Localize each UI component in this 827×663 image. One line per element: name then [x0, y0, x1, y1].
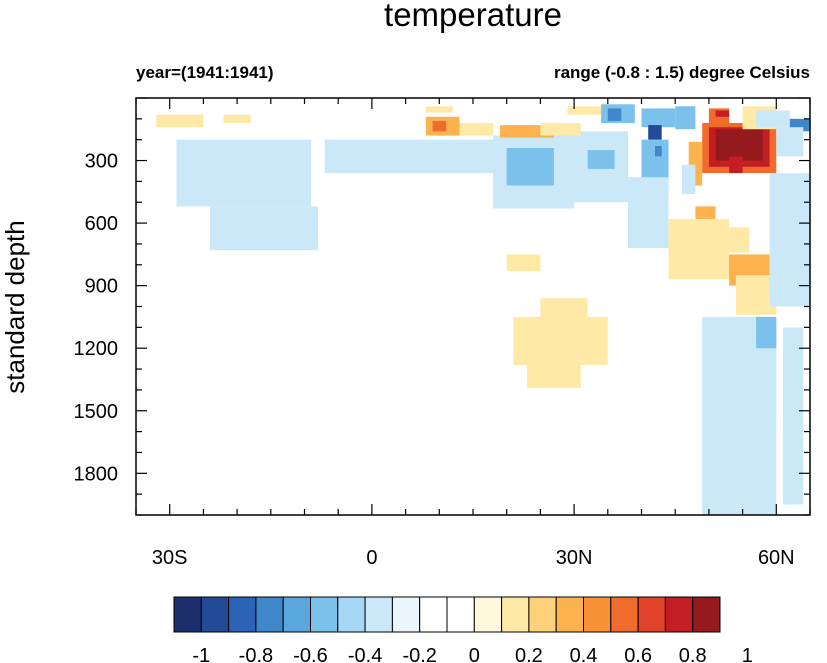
y-tick-label: 300 [85, 151, 118, 173]
heatmap-cell [540, 123, 581, 136]
colorbar-swatch [391, 596, 421, 633]
heatmap-cell [756, 316, 777, 349]
heatmap-cell [715, 110, 730, 117]
heatmap-cell [735, 275, 777, 315]
colorbar-swatch [528, 596, 557, 633]
heatmap-cell [156, 114, 204, 128]
colorbar-swatch [692, 596, 721, 633]
heatmap-cell [567, 106, 622, 115]
heatmap-cell [540, 298, 588, 317]
colorbar-swatch [610, 596, 639, 633]
heatmap-cell [506, 148, 554, 186]
x-tick-label: 0 [366, 547, 377, 569]
chart-title: temperature [384, 0, 562, 33]
colorbar-swatch [173, 596, 202, 633]
heatmap-cell [526, 364, 581, 388]
heatmap-cell [776, 127, 804, 157]
heatmap-cell [675, 106, 696, 130]
y-tick-label: 1500 [74, 401, 119, 423]
heatmap-cell [628, 177, 669, 249]
heatmap-cell [648, 125, 662, 140]
heatmap-cell [432, 120, 447, 132]
colorbar-swatch [282, 596, 312, 633]
heatmap-cell [769, 173, 810, 307]
heatmap-cell [210, 206, 318, 251]
heatmap-cell [756, 110, 790, 128]
colorbar-label: -0.2 [402, 645, 436, 663]
colorbar-swatch [583, 596, 612, 633]
heatmap-cell [668, 218, 730, 280]
y-tick-label: 900 [85, 276, 118, 298]
left-subtitle: year=(1941:1941) [136, 63, 274, 82]
heatmap-cell [729, 156, 743, 174]
colorbar-swatch [364, 596, 393, 633]
heatmap-cell [324, 139, 500, 174]
y-axis-label: standard depth [0, 220, 30, 393]
colorbar-label: -0.8 [239, 645, 273, 663]
x-tick-label: 60N [758, 547, 795, 569]
colorbar-swatch [200, 596, 230, 633]
heatmap-cell [681, 164, 696, 194]
colorbar-swatch [664, 596, 694, 633]
colorbar-label: 0.6 [624, 645, 652, 663]
colorbar-swatch [255, 596, 284, 633]
heatmap-cell [641, 108, 676, 128]
y-tick-label: 1800 [74, 463, 119, 485]
colorbar-swatch [501, 596, 530, 633]
colorbar-swatch [446, 596, 475, 633]
heatmap-cells [156, 104, 810, 515]
x-tick-label: 30S [152, 547, 188, 569]
heatmap-cell [425, 106, 453, 113]
heatmap-cell [729, 227, 750, 253]
heatmap-cell [513, 316, 608, 365]
heatmap-cell [506, 254, 541, 272]
colorbar-swatch [473, 596, 503, 633]
heatmap-cell [655, 146, 662, 157]
heatmap-cell [223, 114, 251, 123]
heatmap-cell [459, 123, 494, 136]
y-axis-ticks: 300 600 900 1200 1500 1800 [74, 97, 810, 516]
heatmap-cell [607, 108, 622, 121]
x-axis-ticks: 30S 0 30N 60N [135, 98, 811, 569]
heatmap-cell [729, 131, 750, 153]
colorbar-label: 0.8 [679, 645, 707, 663]
heatmap-cell [735, 389, 757, 453]
y-tick-label: 600 [85, 213, 118, 235]
colorbar-swatch [419, 596, 448, 633]
colorbar-swatch [555, 596, 585, 633]
colorbar-swatch [637, 596, 666, 633]
colorbar-label: 1 [742, 645, 753, 663]
colorbar-label: -0.4 [348, 645, 382, 663]
colorbar-swatch [228, 596, 257, 633]
colorbar-swatch [310, 596, 339, 633]
colorbar-label: 0 [469, 645, 480, 663]
colorbar: -1 -0.8 -0.6 -0.4 -0.2 0 0.2 0.4 0.6 0.8 1 [173, 596, 753, 663]
heatmap-cell [587, 150, 615, 169]
colorbar-label: -0.6 [293, 645, 327, 663]
y-tick-label: 1200 [74, 338, 119, 360]
colorbar-label: -1 [192, 645, 210, 663]
x-tick-label: 30N [556, 547, 593, 569]
colorbar-swatch [337, 596, 366, 633]
heatmap-cell [176, 139, 312, 207]
colorbar-label: 0.2 [515, 645, 543, 663]
colorbar-label: 0.4 [570, 645, 598, 663]
right-subtitle: range (-0.8 : 1.5) degree Celsius [554, 63, 810, 82]
heatmap-cell [783, 327, 804, 505]
